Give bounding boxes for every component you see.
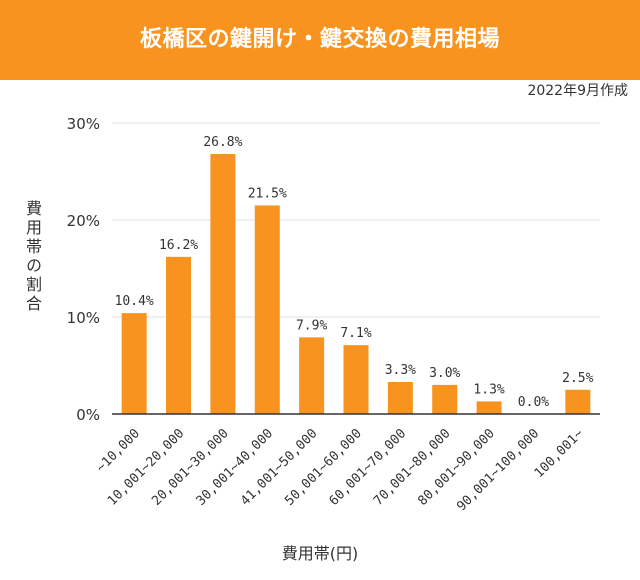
data-label: 21.5% — [248, 186, 287, 201]
bar — [121, 313, 147, 414]
creation-date: 2022年9月作成 — [527, 83, 628, 99]
y-tick-label: 0% — [76, 406, 100, 424]
bar — [210, 154, 236, 415]
x-tick-label: 100,001~ — [532, 426, 587, 481]
data-label: 3.3% — [385, 363, 416, 378]
x-tick-label: 10,001~20,000 — [105, 426, 188, 509]
x-axis-label: 費用帯(円) — [281, 544, 359, 563]
bar — [299, 337, 325, 414]
bar — [343, 345, 369, 414]
data-label: 1.3% — [473, 382, 504, 397]
y-axis-label-wrap: 費用帯の割合 — [20, 200, 42, 314]
title-bar: 板橋区の鍵開け・鍵交換の費用相場 — [0, 0, 640, 80]
data-label: 0.0% — [518, 395, 549, 410]
data-label: 2.5% — [562, 371, 593, 386]
bar — [254, 205, 280, 414]
chart-title: 板橋区の鍵開け・鍵交換の費用相場 — [139, 27, 500, 52]
bar — [387, 381, 413, 414]
y-tick-label: 30% — [67, 115, 100, 133]
data-label: 26.8% — [203, 135, 242, 150]
data-label: 7.1% — [340, 326, 371, 341]
bar — [166, 256, 192, 414]
bar — [476, 401, 502, 414]
x-tick-label: 30,001~40,000 — [194, 426, 277, 509]
data-label: 7.9% — [296, 318, 327, 333]
bar — [432, 384, 458, 414]
data-label: 10.4% — [115, 294, 154, 309]
x-tick-label: 90,001~100,000 — [454, 426, 542, 514]
x-tick-label: 41,001~50,000 — [238, 426, 321, 509]
bar — [565, 389, 591, 414]
x-tick-label: 50,001~60,000 — [282, 426, 365, 509]
x-tick-label: 70,001~80,000 — [371, 426, 454, 509]
x-tick-label: 80,001~90,000 — [415, 426, 498, 509]
y-axis-label: 費用帯の割合 — [23, 200, 42, 314]
y-tick-label: 10% — [67, 309, 100, 327]
y-tick-label: 20% — [67, 212, 100, 230]
x-tick-label: 60,001~70,000 — [327, 426, 410, 509]
data-label: 3.0% — [429, 366, 460, 381]
data-label: 16.2% — [159, 238, 198, 253]
x-tick-label: 20,001~30,000 — [149, 426, 232, 509]
